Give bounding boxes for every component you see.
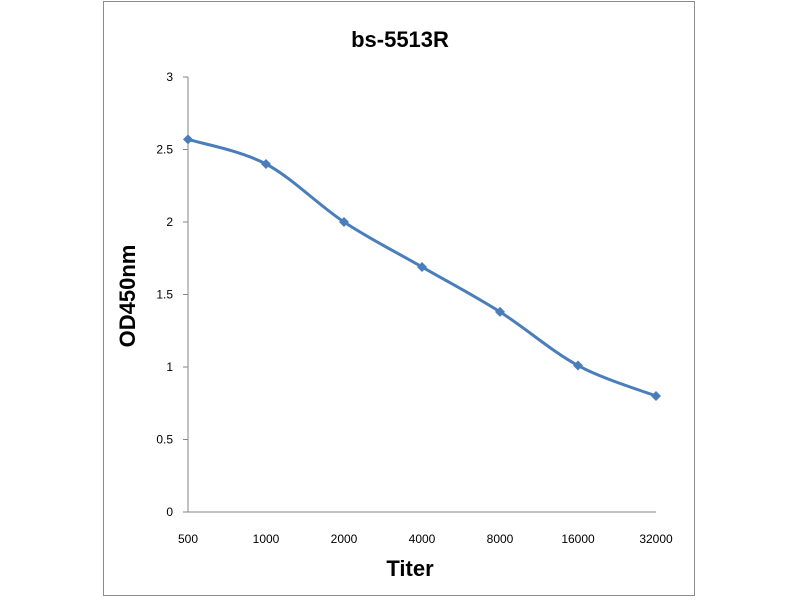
x-tick-label: 4000 — [409, 532, 436, 546]
y-axis-title: OD450nm — [115, 245, 140, 348]
x-tick-label: 1000 — [253, 532, 280, 546]
y-tick-label: 0 — [166, 505, 173, 519]
x-tick-label: 8000 — [487, 532, 514, 546]
chart-frame — [103, 1, 695, 596]
data-point-marker — [417, 261, 427, 272]
y-tick-label: 3 — [166, 70, 173, 84]
series-markers — [183, 134, 661, 401]
y-axis-ticks: 0 0.5 1 1.5 2 2.5 3 — [156, 70, 188, 519]
x-tick-label: 16000 — [561, 532, 595, 546]
data-point-marker — [183, 134, 193, 145]
y-tick-label: 0.5 — [156, 433, 173, 447]
y-tick-label: 2.5 — [156, 143, 173, 157]
data-point-marker — [339, 217, 349, 227]
chart-title: bs-5513R — [351, 27, 449, 52]
x-tick-label: 32000 — [639, 532, 673, 546]
x-tick-label: 500 — [178, 532, 198, 546]
y-tick-label: 1.5 — [156, 288, 173, 302]
data-point-marker — [573, 360, 583, 371]
data-point-marker — [651, 391, 661, 401]
x-axis-ticks: 500 1000 2000 4000 8000 16000 32000 — [178, 532, 673, 546]
data-point-marker — [495, 306, 505, 317]
x-tick-label: 2000 — [331, 532, 358, 546]
x-axis-title: Titer — [386, 556, 434, 581]
y-tick-label: 1 — [166, 360, 173, 374]
data-point-marker — [261, 159, 271, 169]
y-tick-label: 2 — [166, 215, 173, 229]
